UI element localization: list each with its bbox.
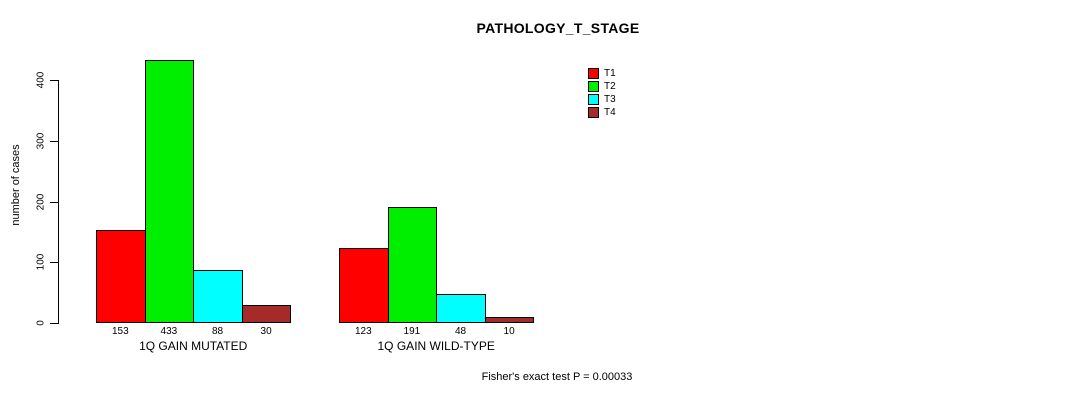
legend-item-t2: T2 bbox=[588, 80, 616, 92]
x-category-label: 1Q GAIN MUTATED bbox=[139, 339, 248, 353]
legend-swatch-t1 bbox=[588, 67, 599, 79]
legend-item-t4: T4 bbox=[588, 106, 616, 118]
bar-value-label: 48 bbox=[454, 326, 467, 337]
bar-t2 bbox=[388, 207, 437, 323]
y-axis-tick bbox=[50, 202, 58, 203]
legend-item-t3: T3 bbox=[588, 93, 616, 105]
y-axis-tick bbox=[50, 80, 58, 81]
bar-t3 bbox=[436, 294, 486, 323]
bar-value-label: 30 bbox=[260, 326, 272, 337]
bar-value-label: 433 bbox=[160, 326, 178, 337]
legend-label: T2 bbox=[604, 80, 616, 92]
y-axis-tick bbox=[50, 141, 58, 142]
bar-value-label: 10 bbox=[503, 326, 515, 337]
legend-swatch-t3 bbox=[588, 93, 599, 105]
bar-value-label: 191 bbox=[403, 326, 421, 337]
bar-t1 bbox=[339, 248, 389, 323]
y-axis-tick bbox=[50, 323, 58, 324]
bar-value-label: 153 bbox=[111, 326, 129, 337]
bar-value-label: 88 bbox=[211, 326, 224, 337]
bar-t4 bbox=[485, 317, 534, 323]
bar-t2 bbox=[145, 60, 194, 323]
legend: T1 T2 T3 T4 bbox=[588, 67, 616, 118]
legend-label: T1 bbox=[604, 67, 616, 79]
statistical-test-caption: Fisher's exact test P = 0.00033 bbox=[481, 371, 633, 383]
legend-swatch-t2 bbox=[588, 80, 599, 92]
bar-value-label: 123 bbox=[354, 326, 372, 337]
bar-t4 bbox=[242, 305, 291, 323]
bar-t3 bbox=[193, 270, 243, 323]
chart-title: PATHOLOGY_T_STAGE bbox=[476, 20, 640, 36]
legend-label: T3 bbox=[604, 93, 616, 105]
x-category-label: 1Q GAIN WILD-TYPE bbox=[377, 339, 495, 353]
bar-t1 bbox=[96, 230, 146, 323]
legend-label: T4 bbox=[604, 106, 616, 118]
legend-item-t1: T1 bbox=[588, 67, 616, 79]
legend-swatch-t4 bbox=[588, 106, 599, 118]
y-axis-tick bbox=[50, 262, 58, 263]
y-axis-line bbox=[58, 80, 59, 324]
